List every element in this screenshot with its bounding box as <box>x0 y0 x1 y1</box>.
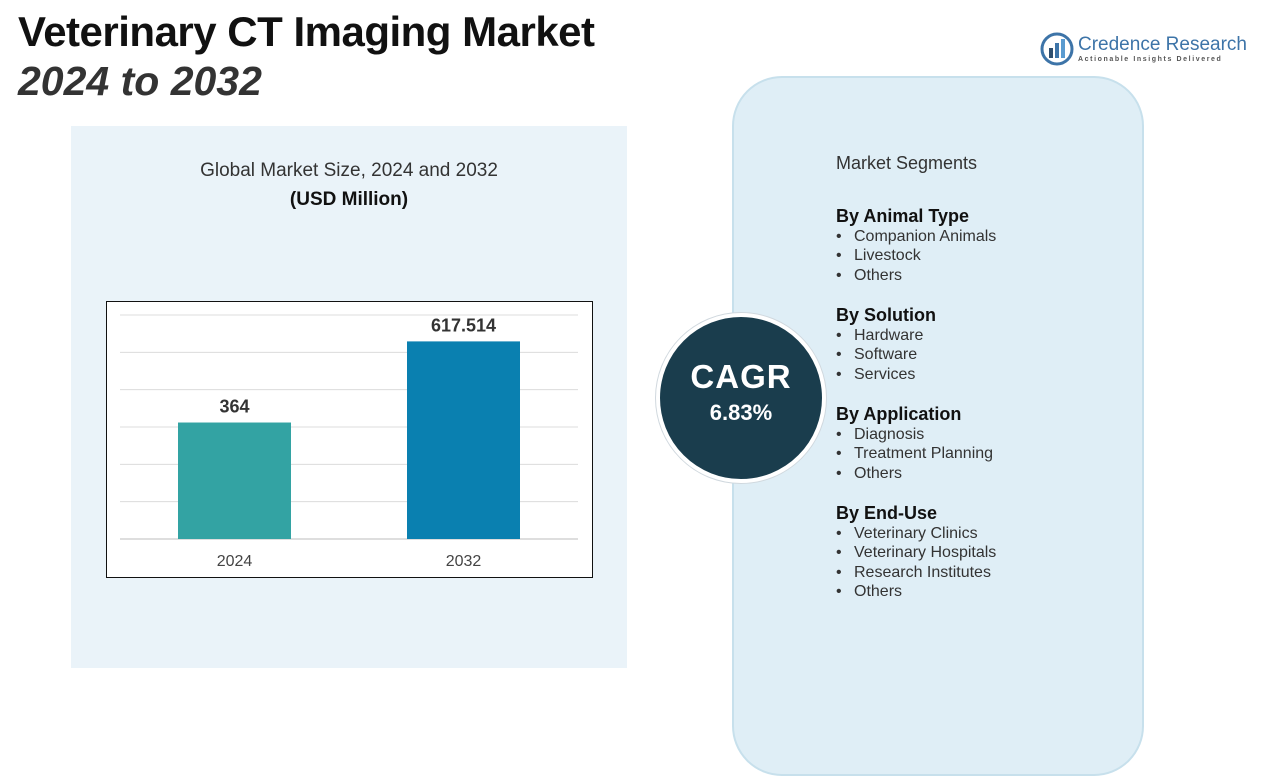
segment-item: •Hardware <box>836 327 924 344</box>
chart-bars <box>178 341 520 539</box>
chart-title: Global Market Size, 2024 and 2032 <box>200 160 498 181</box>
chart-unit-label: (USD Million) <box>289 189 409 210</box>
brand-name: Credence Research <box>1078 34 1247 55</box>
segment-item: •Treatment Planning <box>836 445 994 463</box>
segment-heading: By Application <box>836 404 962 424</box>
segment-item: • Others <box>836 266 903 284</box>
cagr-label: CAGR <box>690 358 792 395</box>
brand-logo[interactable]: Credence Research Actionable Insights De… <box>1040 32 1255 68</box>
segment-heading: By End-Use <box>836 503 938 523</box>
page-subtitle-years: 2024 to 2032 <box>18 58 262 104</box>
segment-group-animal-type: By Animal Type • Companion Animals • Lives… <box>836 205 996 285</box>
segment-item: •Diagnosis <box>836 426 925 443</box>
segment-item: • Others <box>836 464 903 482</box>
chart-labels: 364 2024 617.514 2032 <box>217 315 496 570</box>
segment-heading: By Animal Type <box>836 206 970 226</box>
data-label-2024: 364 <box>219 397 249 417</box>
segment-item: • Research Institutes <box>836 563 991 581</box>
segment-group-application: By Application •Diagnosis •Treatment Pla… <box>836 403 993 483</box>
x-tick-label-2024: 2024 <box>217 553 253 570</box>
x-tick-label-2032: 2032 <box>446 553 482 570</box>
segment-group-end-use: By End-Use • Veterinary Clinics • Veterina… <box>836 502 996 601</box>
segment-item: • Others <box>836 582 903 600</box>
segment-item: • Livestock <box>836 247 921 265</box>
segment-item: • Veterinary Hospitals <box>836 544 997 562</box>
data-label-2032: 617.514 <box>431 315 496 335</box>
segment-heading: By Solution <box>836 305 936 325</box>
market-size-bar-chart: 364 2024 617.514 2032 <box>106 301 593 578</box>
bar-2024 <box>178 422 291 539</box>
brand-tagline: Actionable Insights Delivered <box>1078 56 1223 63</box>
bar-chart-globe-icon <box>1040 32 1074 66</box>
page-title: Veterinary CT Imaging Market <box>18 8 595 55</box>
segment-item: • Companion Animals <box>836 228 997 245</box>
segments-title: Market Segments <box>836 153 978 173</box>
cagr-value: 6.83% <box>709 400 773 425</box>
segment-group-solution: By Solution •Hardware •Software •Service… <box>836 304 936 384</box>
cagr-badge <box>656 313 826 483</box>
segment-item: • Veterinary Clinics <box>836 525 978 542</box>
bar-2032 <box>407 341 520 539</box>
